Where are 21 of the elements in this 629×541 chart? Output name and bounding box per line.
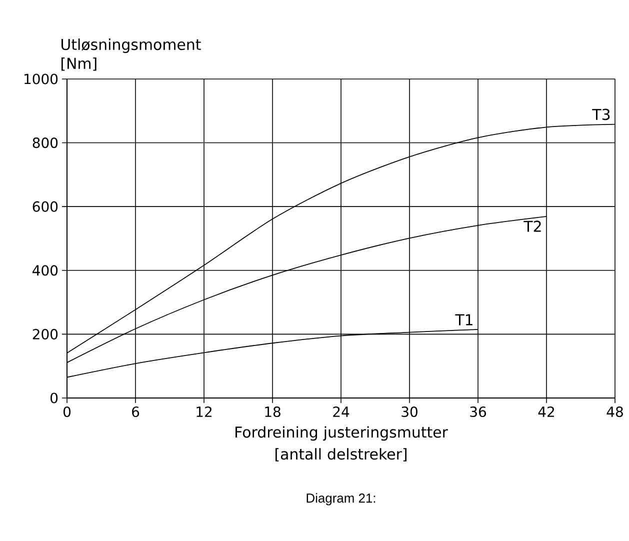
x-tick-label: 18 [265,406,280,418]
y-tick-label: 600 [32,201,58,212]
x-tick-label: 6 [132,406,140,418]
y-tick-label: 0 [50,392,58,404]
series-label: T1 [455,314,472,326]
x-tick-label: 12 [196,406,212,417]
text: Diagram 21: [306,493,376,506]
x-tick-label: 24 [333,406,350,417]
y-tick-label: 400 [32,265,58,276]
x-tick-label: 30 [402,406,418,418]
y-tick-label: 1000 [24,74,58,84]
y-axis-title: Utløsningsmoment [Nm] [61,38,201,71]
x-tick-label: 0 [63,406,71,418]
x-axis-title: Fordreining justeringsmutter [antall delstreker] [236,426,448,462]
x-tick-label: 36 [470,406,486,418]
y-tick-label: 800 [32,138,58,148]
y-tick-label: 200 [32,328,58,340]
series-label: T3 [592,108,610,120]
series-label: T2 [524,220,541,232]
x-tick-label: 48 [606,406,623,418]
x-tick-label: 42 [538,406,554,417]
